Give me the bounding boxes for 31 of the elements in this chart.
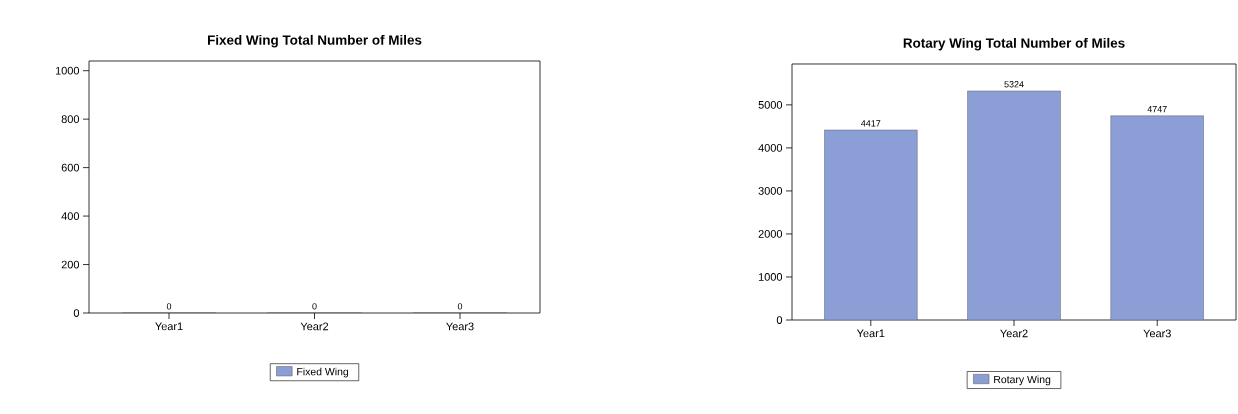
- bar: [824, 129, 918, 320]
- text: Rotary Wing: [994, 375, 1051, 386]
- y-tick-label: 600: [61, 163, 80, 172]
- x-tick-label: Year1: [155, 322, 183, 331]
- data-label: 0: [166, 303, 172, 310]
- chart-title: Rotary Wing Total Number of Miles: [903, 37, 1125, 51]
- y-tick-label: 200: [61, 260, 80, 269]
- bar: [1110, 115, 1204, 320]
- x-tick-label: Year3: [446, 322, 474, 331]
- y-tick-label: 2000: [758, 230, 783, 238]
- y-tick-label: 1000: [55, 66, 80, 75]
- y-tick-label: 3000: [758, 187, 783, 195]
- y-tick-label: 800: [61, 115, 80, 124]
- data-label: 0: [312, 303, 317, 310]
- y-tick-label: 5000: [758, 101, 783, 109]
- x-tick-label: Year2: [1000, 329, 1028, 338]
- x-tick-label: Year2: [300, 322, 329, 331]
- data-label: 4417: [861, 120, 881, 127]
- x-tick-label: Year1: [856, 329, 885, 338]
- y-tick-label: 1000: [758, 273, 783, 281]
- y-tick-label: 0: [776, 316, 783, 324]
- y-tick-label: 400: [61, 212, 80, 220]
- bar: [967, 90, 1061, 320]
- data-label: 4747: [1147, 106, 1167, 113]
- data-label: 5324: [1004, 81, 1024, 88]
- data-label: 0: [457, 303, 463, 310]
- y-tick-label: 0: [73, 309, 80, 317]
- chart-title: Fixed Wing Total Number of Miles: [207, 34, 422, 48]
- legend-label: Fixed Wing: [297, 367, 349, 378]
- x-tick-label: Year3: [1143, 329, 1171, 338]
- y-tick-label: 4000: [758, 144, 783, 152]
